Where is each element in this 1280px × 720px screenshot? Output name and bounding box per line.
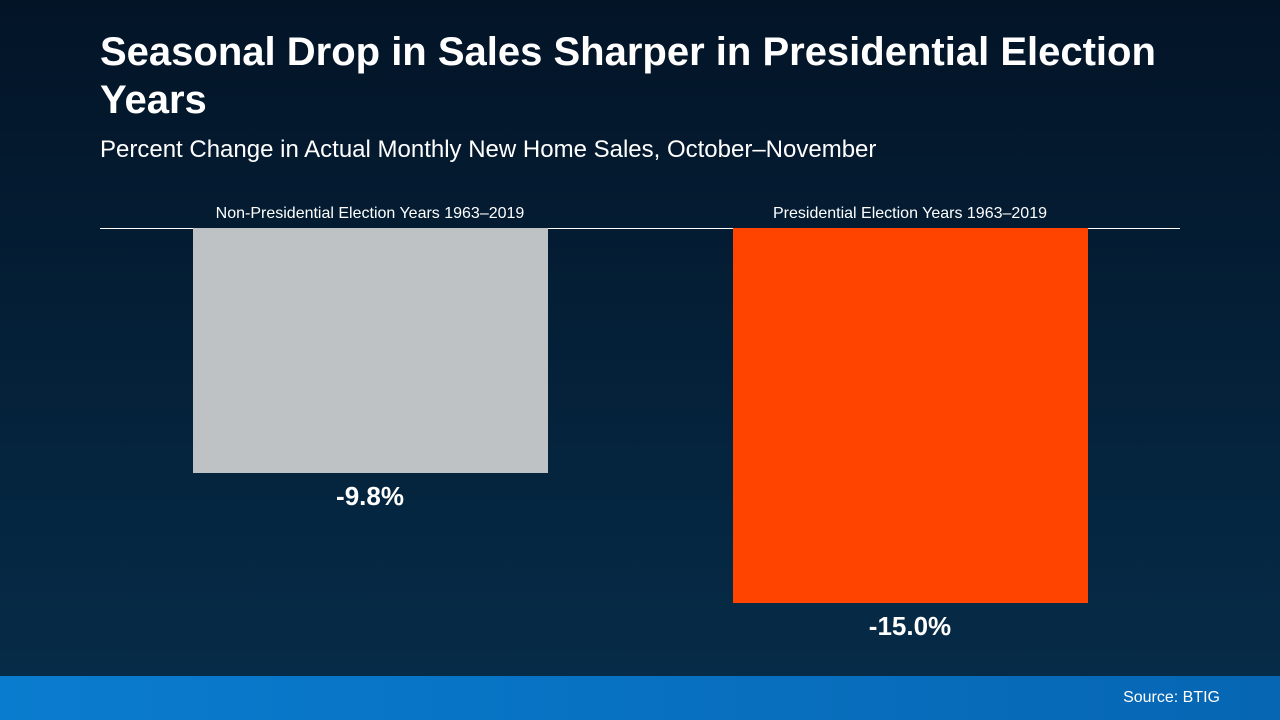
bar-1 <box>733 228 1088 603</box>
bar-0 <box>193 228 548 473</box>
bar-category-label: Presidential Election Years 1963–2019 <box>773 200 1047 228</box>
bar-category-label: Non-Presidential Election Years 1963–201… <box>216 200 525 228</box>
footer-band: Source: BTIG <box>0 676 1280 720</box>
bar-group-0: Non-Presidential Election Years 1963–201… <box>100 200 640 512</box>
chart-subtitle: Percent Change in Actual Monthly New Hom… <box>100 136 1180 164</box>
bar-value-label: -9.8% <box>336 481 404 512</box>
source-text: Source: BTIG <box>1123 689 1220 707</box>
bar-value-label: -15.0% <box>869 611 951 642</box>
bar-group-1: Presidential Election Years 1963–2019 -1… <box>640 200 1180 642</box>
chart-area: Non-Presidential Election Years 1963–201… <box>100 200 1180 642</box>
chart-title: Seasonal Drop in Sales Sharper in Presid… <box>100 28 1180 124</box>
